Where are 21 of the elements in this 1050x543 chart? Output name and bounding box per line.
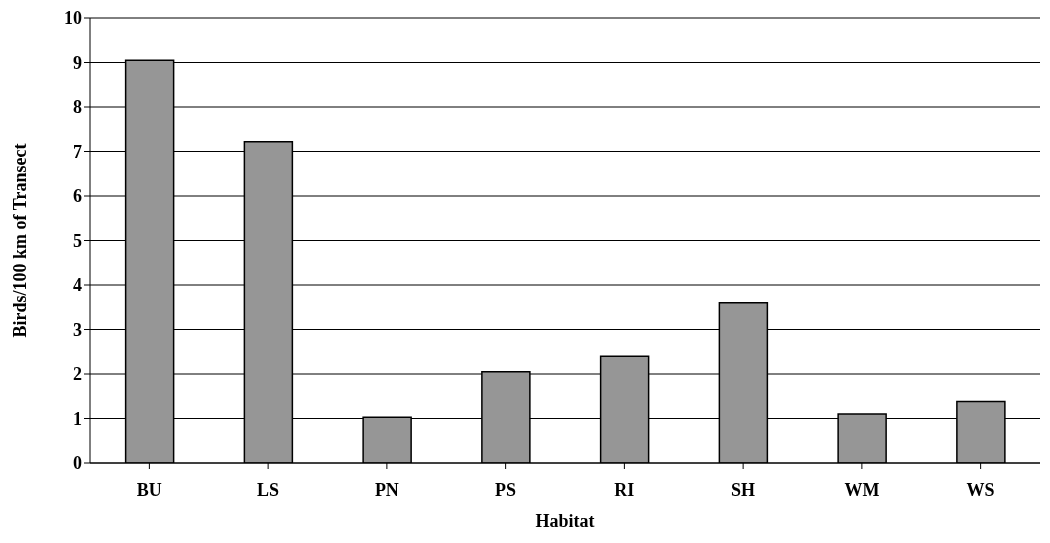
x-tick-label: PN	[374, 479, 399, 500]
y-tick-label: 2	[73, 364, 82, 385]
y-tick-label: 6	[73, 186, 82, 207]
y-tick-label: 4	[73, 275, 82, 296]
y-tick-label: 7	[73, 141, 82, 162]
y-tick-label: 0	[73, 453, 82, 474]
y-axis-title: Birds/100 km of Transect	[10, 143, 31, 338]
x-tick-label: WS	[966, 479, 995, 500]
x-tick-label: BU	[136, 479, 162, 500]
y-tick-label: 5	[73, 230, 82, 251]
y-tick-label: 8	[73, 97, 82, 118]
x-tick-label: SH	[731, 479, 756, 500]
x-axis-title: Habitat	[535, 511, 595, 531]
x-tick-label: WM	[844, 479, 880, 500]
y-tick-label: 3	[73, 319, 82, 340]
x-tick-label: LS	[257, 479, 280, 500]
x-tick-label: RI	[614, 479, 635, 500]
y-tick-label: 9	[73, 52, 82, 73]
x-tick-label: PS	[495, 479, 517, 500]
y-tick-label: 1	[73, 408, 82, 429]
y-tick-label: 10	[64, 8, 82, 29]
